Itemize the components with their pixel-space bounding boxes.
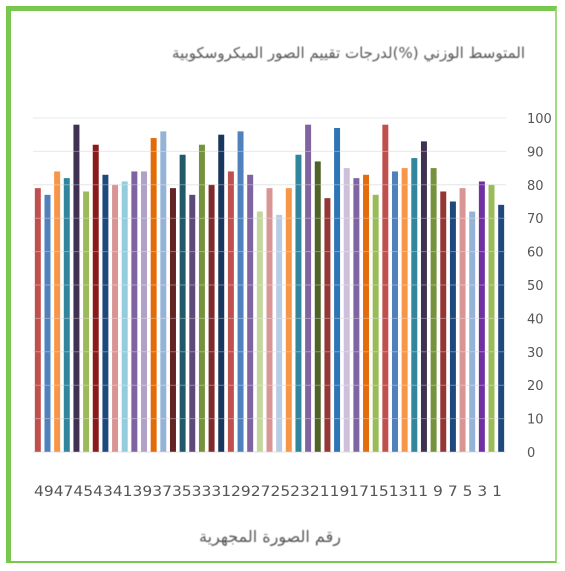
chart-title: المتوسط الوزني (%)لدرجات تقييم الصور الم…: [172, 44, 525, 62]
bar-42: [102, 174, 109, 452]
bars: [33, 117, 506, 453]
bar-22: [295, 154, 302, 453]
bar-13: [382, 124, 389, 453]
bar-12: [392, 171, 398, 452]
bar-20: [314, 161, 321, 453]
y-tick-label: 10: [527, 413, 544, 428]
bar-7: [440, 191, 447, 453]
bar-29: [227, 171, 234, 452]
bar-45: [73, 124, 80, 453]
bar-15: [363, 174, 370, 452]
bar-4: [469, 211, 476, 452]
bar-19: [324, 198, 331, 452]
bar-35: [169, 188, 176, 452]
bar-8: [430, 168, 437, 452]
bar-47: [54, 171, 61, 452]
y-tick-label: 0: [527, 446, 535, 461]
bar-34: [179, 154, 186, 453]
bar-24: [276, 214, 283, 452]
bar-33: [189, 194, 196, 452]
y-tick-label: 60: [527, 246, 544, 261]
x-axis-tick-labels: 4947454341393735333129272523211917151311…: [34, 484, 502, 500]
bar-48: [44, 194, 51, 452]
x-axis-label: رقم الصورة المجهرية: [199, 527, 341, 546]
bar-2: [488, 184, 495, 453]
bar-25: [266, 188, 273, 452]
bar-17: [343, 168, 350, 452]
bar-28: [237, 131, 244, 453]
bar-40: [121, 181, 128, 452]
bar-9: [420, 141, 427, 452]
y-tick-label: 80: [527, 179, 544, 194]
bar-41: [112, 184, 119, 453]
bar-23: [285, 188, 292, 452]
bar-14: [372, 194, 379, 452]
bar-5: [459, 188, 466, 452]
bar-36: [160, 131, 167, 453]
bar-43: [92, 144, 99, 452]
y-axis-ticks: 0 10 20 30 40 50 60 70 80 90 100: [527, 112, 552, 461]
y-tick-label: 100: [527, 112, 552, 127]
bar-31: [208, 184, 215, 453]
bar-46: [63, 178, 70, 452]
y-tick-label: 90: [527, 145, 544, 160]
bar-27: [247, 174, 254, 452]
bar-37: [150, 138, 157, 453]
y-tick-label: 50: [527, 279, 544, 294]
bar-26: [256, 211, 263, 452]
y-tick-label: 20: [527, 379, 544, 394]
bar-1: [498, 204, 505, 452]
bar-6: [449, 201, 456, 452]
bar-16: [353, 178, 360, 452]
y-tick-label: 40: [527, 312, 544, 327]
bar-30: [218, 134, 225, 452]
bar-44: [83, 191, 90, 453]
bar-10: [411, 158, 418, 452]
y-tick-label: 30: [527, 346, 544, 361]
bar-32: [198, 144, 205, 452]
bar-49: [34, 188, 41, 452]
bar-38: [141, 171, 147, 452]
bar-18: [334, 128, 341, 452]
bar-3: [478, 181, 485, 452]
bar-39: [131, 171, 138, 452]
y-tick-label: 70: [527, 212, 544, 227]
bar-21: [305, 124, 312, 453]
bar-11: [401, 168, 408, 452]
